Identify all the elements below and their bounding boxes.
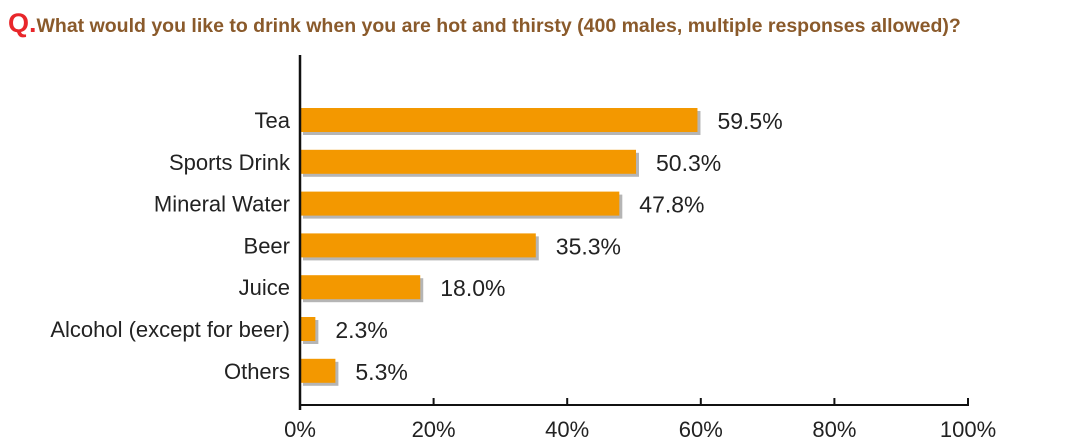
value-label: 5.3%: [355, 359, 407, 385]
chart-title: Q.What would you like to drink when you …: [8, 8, 961, 39]
bar: [300, 358, 336, 383]
value-label: 35.3%: [556, 233, 621, 259]
category-label: Others: [224, 359, 290, 384]
bar: [300, 108, 698, 132]
category-label: Tea: [255, 108, 291, 133]
x-tick-label: 0%: [284, 417, 316, 442]
bar: [300, 233, 536, 258]
category-label: Beer: [244, 233, 290, 258]
value-labels: 59.5% 50.3% 47.8% 35.3% 18.0% 2.3% 5.3%: [335, 108, 782, 385]
bar: [300, 149, 637, 174]
value-label: 2.3%: [335, 317, 387, 343]
value-label: 59.5%: [717, 108, 782, 134]
value-label: 50.3%: [656, 150, 721, 176]
x-tick-label: 20%: [412, 417, 456, 442]
value-label: 47.8%: [639, 192, 704, 218]
category-label: Sports Drink: [169, 150, 291, 175]
bar: [300, 275, 421, 300]
x-tick-label: 60%: [679, 417, 723, 442]
x-tick-label: 100%: [940, 417, 996, 442]
bars-group: [300, 108, 701, 386]
question-prefix: Q.: [8, 8, 37, 38]
category-label: Juice: [239, 275, 290, 300]
bar: [300, 317, 316, 341]
x-tick-label: 80%: [812, 417, 856, 442]
axes-group: 0% 20% 40% 60% 80% 100%: [284, 55, 996, 442]
bar: [300, 191, 620, 216]
x-tick-label: 40%: [545, 417, 589, 442]
category-labels: Tea Sports Drink Mineral Water Beer Juice Alc…: [50, 108, 291, 384]
category-label: Mineral Water: [154, 192, 290, 217]
value-label: 18.0%: [440, 275, 505, 301]
question-text: What would you like to drink when you ar…: [36, 15, 961, 37]
category-label: Alcohol (except for beer): [50, 317, 290, 342]
